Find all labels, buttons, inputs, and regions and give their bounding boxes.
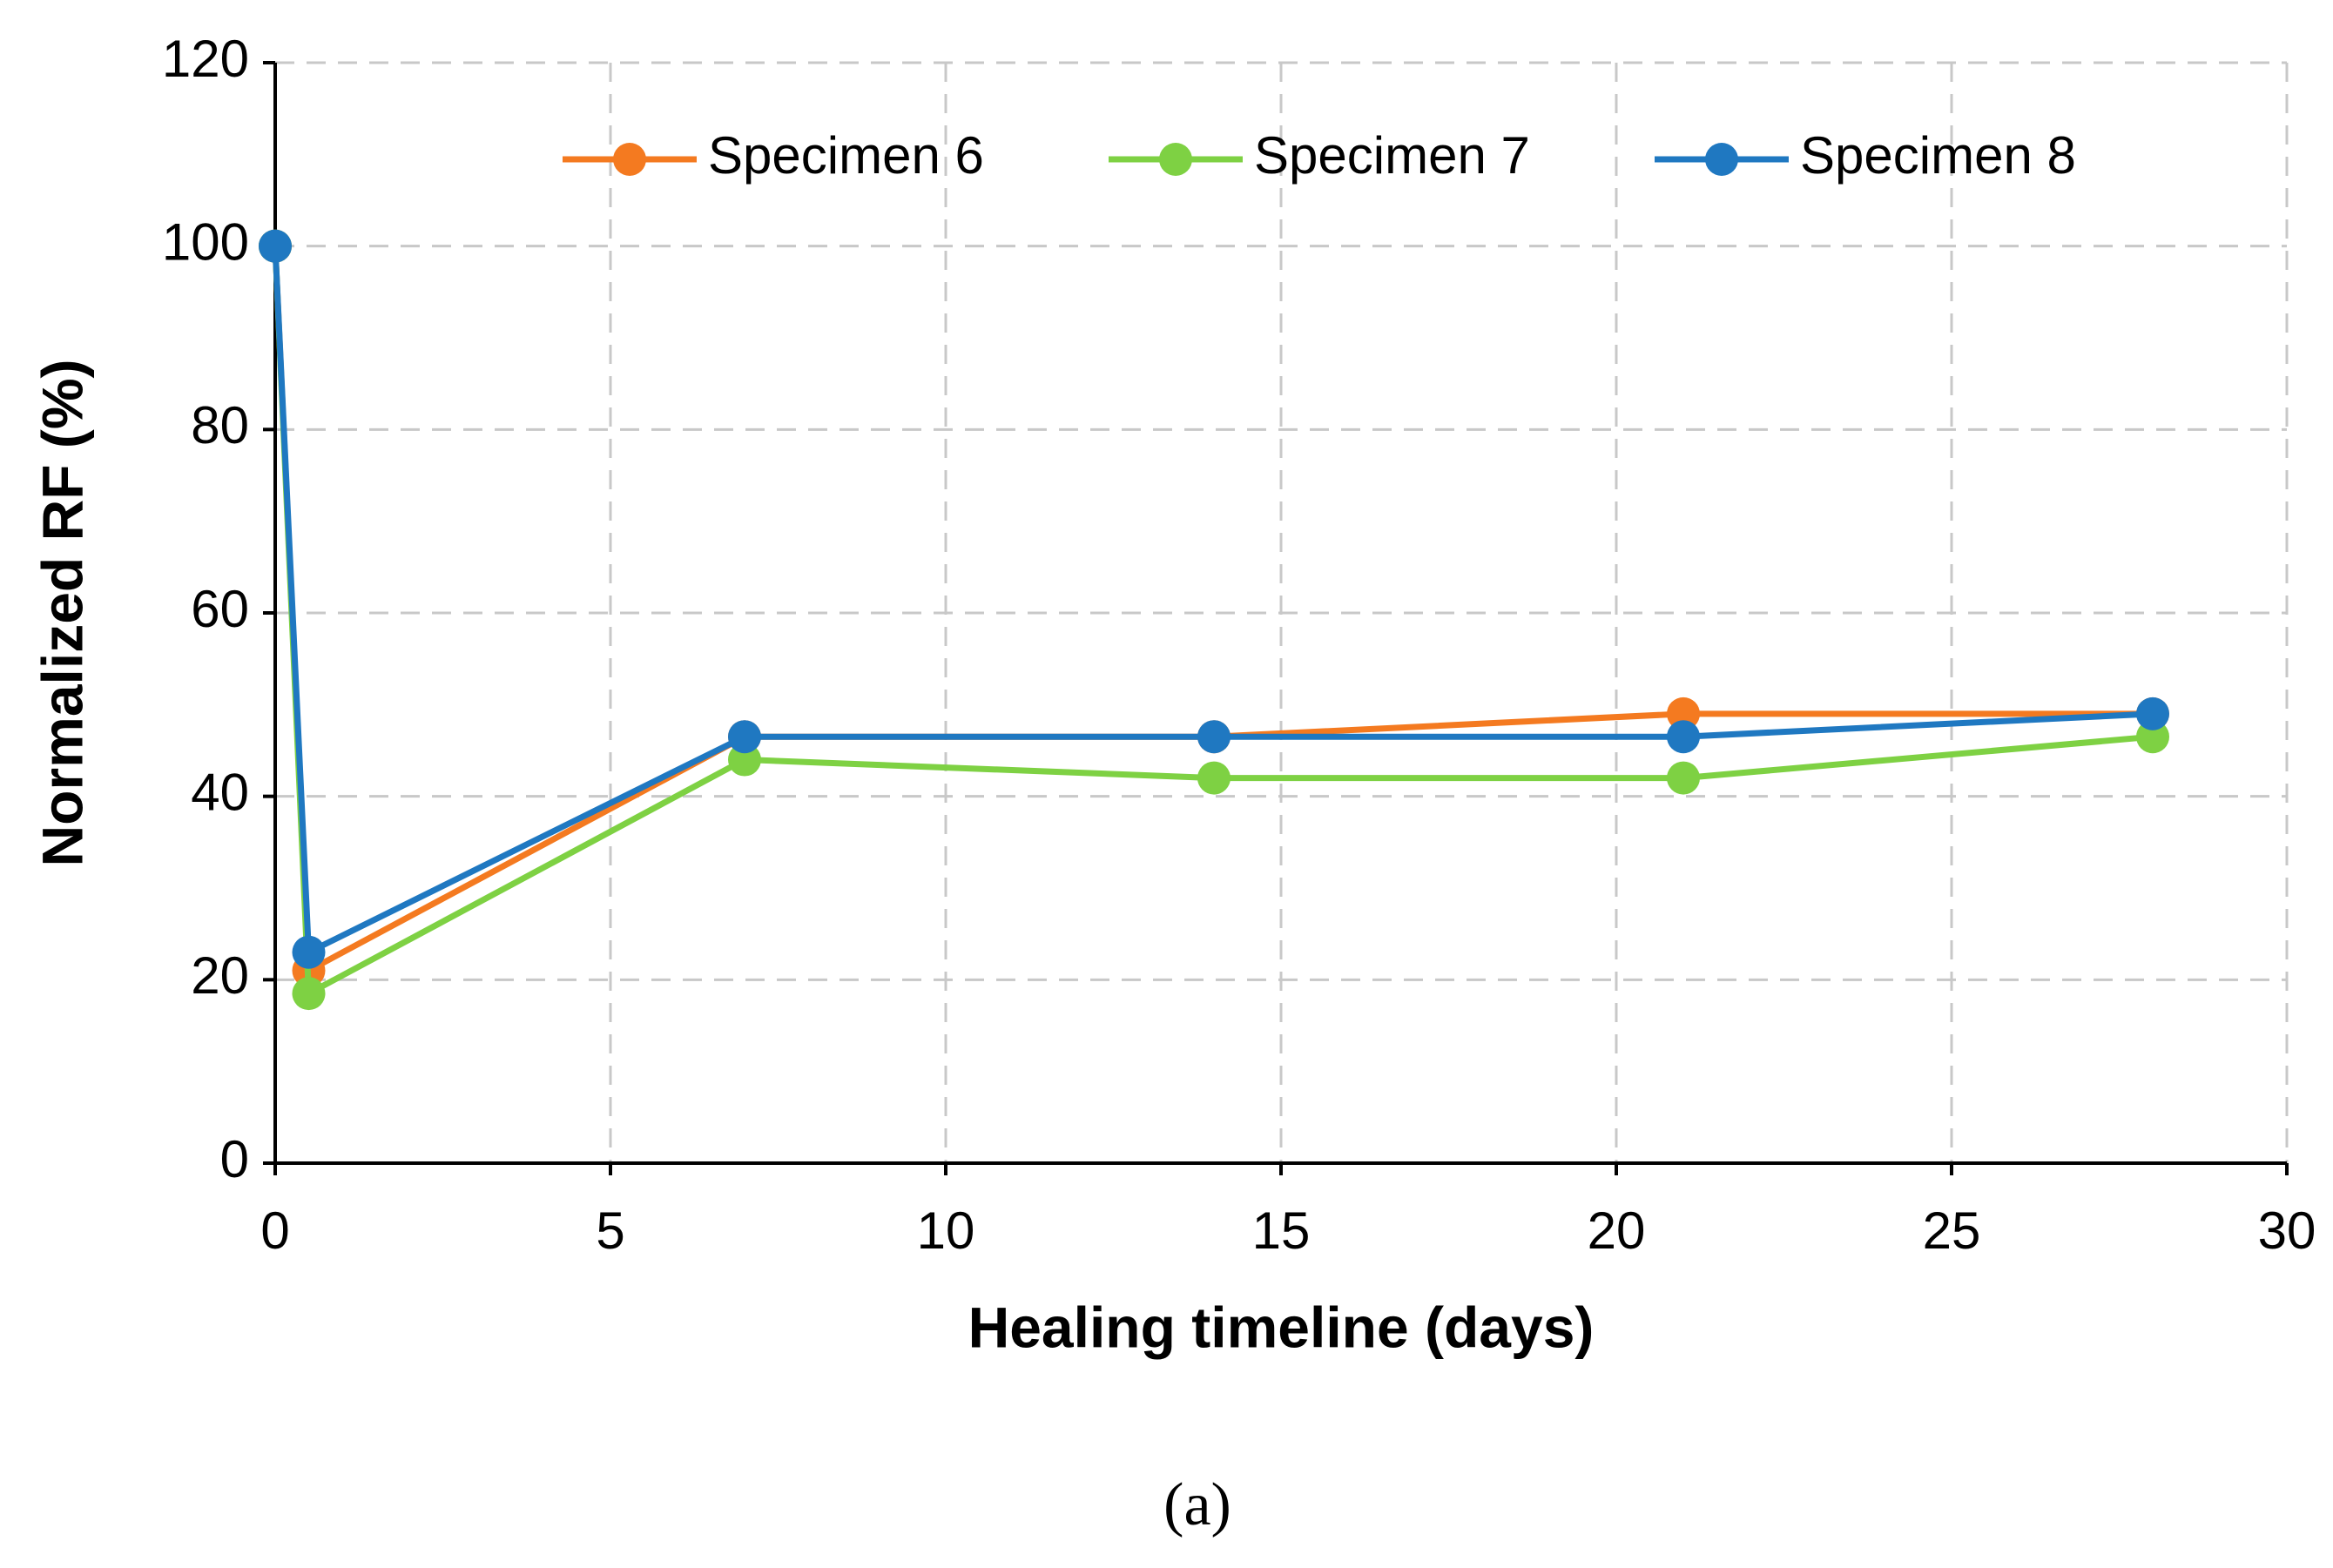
data-point — [292, 935, 326, 969]
y-tick-label: 80 — [191, 396, 249, 454]
x-axis-title: Healing timeline (days) — [968, 1295, 1595, 1359]
x-tick-label: 15 — [1252, 1201, 1311, 1260]
x-tick-label: 10 — [917, 1201, 975, 1260]
data-point — [259, 229, 292, 263]
series-line — [272, 246, 2154, 956]
data-point — [2136, 697, 2169, 730]
x-tick-label: 5 — [596, 1201, 624, 1260]
caption: (a) — [1163, 1471, 1231, 1538]
data-point — [1667, 720, 1700, 754]
legend-label: Specimen 6 — [708, 126, 984, 185]
data-point — [1667, 761, 1700, 795]
x-tick-label: 20 — [1588, 1201, 1646, 1260]
series-line — [272, 246, 2154, 997]
y-tick-label: 40 — [191, 764, 249, 822]
data-point — [292, 977, 326, 1011]
data-point — [1667, 697, 1700, 730]
data-point — [1197, 720, 1231, 754]
x-tick-label: 25 — [1923, 1201, 1981, 1260]
data-point — [728, 743, 761, 777]
legend-label: Specimen 7 — [1254, 126, 1530, 185]
y-axis-title: Normalized RF (%) — [30, 359, 94, 866]
data-point — [2136, 720, 2169, 754]
y-tick-label: 120 — [162, 30, 249, 88]
legend-label: Specimen 8 — [1800, 126, 2076, 185]
data-point — [1197, 761, 1231, 795]
x-tick-label: 30 — [2258, 1201, 2316, 1260]
y-tick-label: 0 — [220, 1130, 249, 1188]
y-tick-label: 100 — [162, 213, 249, 272]
legend-marker — [1705, 143, 1738, 176]
legend-marker — [613, 143, 646, 176]
x-tick-label: 0 — [260, 1201, 289, 1260]
data-point — [728, 720, 761, 754]
y-tick-label: 60 — [191, 580, 249, 638]
legend-marker — [1159, 143, 1192, 176]
y-tick-label: 20 — [191, 946, 249, 1005]
